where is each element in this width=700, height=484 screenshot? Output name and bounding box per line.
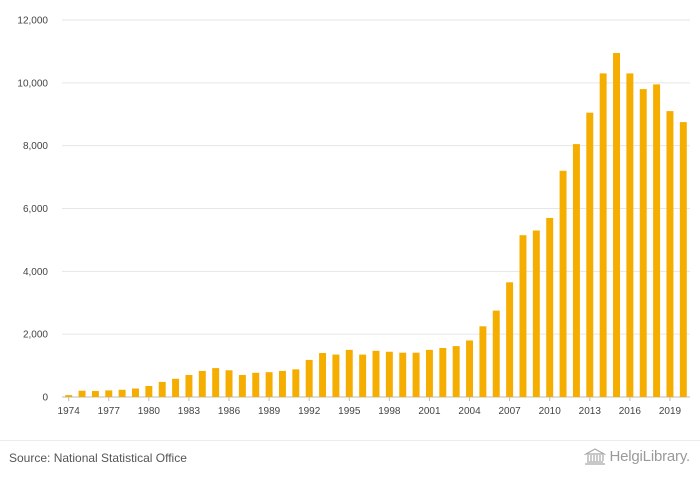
x-tick-label: 1995 xyxy=(338,406,361,417)
bar-2003[interactable] xyxy=(452,346,460,397)
bar-2010[interactable] xyxy=(546,217,554,397)
bars xyxy=(65,52,687,398)
bar-2002[interactable] xyxy=(439,347,447,397)
bar-2006[interactable] xyxy=(492,310,500,397)
bar-1996[interactable] xyxy=(359,354,367,397)
bar-2013[interactable] xyxy=(586,112,594,397)
bar-2008[interactable] xyxy=(519,235,527,397)
y-axis-labels: 0 2,000 4,000 6,000 8,000 10,000 12,000 xyxy=(17,16,48,404)
x-tick-label: 2001 xyxy=(418,406,441,417)
source-note: Source: National Statistical Office xyxy=(9,451,187,465)
bar-2020[interactable] xyxy=(679,122,687,398)
bar-2007[interactable] xyxy=(506,282,514,397)
x-tick-label: 1974 xyxy=(58,406,81,417)
bar-1992[interactable] xyxy=(305,359,313,397)
x-tick-label: 1986 xyxy=(218,406,241,417)
bar-2005[interactable] xyxy=(479,326,487,397)
bar-2009[interactable] xyxy=(532,230,540,397)
bar-1976[interactable] xyxy=(91,391,99,397)
y-tick-label: 12,000 xyxy=(17,16,48,27)
x-tick-label: 2019 xyxy=(659,406,682,417)
bar-1982[interactable] xyxy=(172,378,180,397)
x-axis-labels: 1974 1977 1980 1983 1986 1989 1992 1995 1998 2001… xyxy=(58,397,682,417)
bar-1985[interactable] xyxy=(212,368,220,397)
bar-2015[interactable] xyxy=(613,52,620,398)
bar-2017[interactable] xyxy=(639,89,647,397)
helgi-library-logo[interactable]: HelgiLibrary. xyxy=(583,447,691,465)
bar-1978[interactable] xyxy=(118,389,126,397)
x-tick-label: 1992 xyxy=(298,406,321,417)
bar-1998[interactable] xyxy=(385,351,393,397)
x-tick-label: 1980 xyxy=(138,406,161,417)
bar-1987[interactable] xyxy=(238,375,246,397)
x-tick-label: 2007 xyxy=(498,406,521,417)
y-tick-label: 8,000 xyxy=(23,141,48,152)
x-tick-label: 2010 xyxy=(539,406,562,417)
y-tick-label: 4,000 xyxy=(23,267,48,278)
bar-1988[interactable] xyxy=(252,372,260,397)
bar-1999[interactable] xyxy=(399,352,407,397)
bar-1990[interactable] xyxy=(278,370,286,397)
bar-1997[interactable] xyxy=(372,350,380,397)
bar-1981[interactable] xyxy=(158,381,166,397)
bar-1983[interactable] xyxy=(185,375,193,397)
y-tick-label: 6,000 xyxy=(23,204,48,215)
bar-2014[interactable] xyxy=(599,73,607,398)
bar-1986[interactable] xyxy=(225,370,233,397)
x-tick-label: 2013 xyxy=(579,406,602,417)
brand-name: HelgiLibrary. xyxy=(609,447,691,465)
bar-1991[interactable] xyxy=(292,369,300,397)
bar-1979[interactable] xyxy=(132,388,139,397)
bar-2012[interactable] xyxy=(572,144,580,397)
bar-2004[interactable] xyxy=(466,340,474,397)
bar-2001[interactable] xyxy=(425,349,433,397)
y-tick-label: 2,000 xyxy=(23,330,48,341)
footer: Source: National Statistical Office Helg… xyxy=(0,440,700,484)
bar-1989[interactable] xyxy=(265,372,273,397)
x-tick-label: 1989 xyxy=(258,406,281,417)
y-tick-label: 0 xyxy=(42,393,48,404)
bar-1977[interactable] xyxy=(105,390,113,397)
library-building-icon xyxy=(583,448,606,465)
gridlines xyxy=(62,19,690,398)
bar-1993[interactable] xyxy=(319,353,327,397)
bar-2019[interactable] xyxy=(666,111,674,397)
bar-2000[interactable] xyxy=(412,352,420,397)
bar-1994[interactable] xyxy=(332,354,340,397)
bar-1995[interactable] xyxy=(345,349,353,397)
bar-2018[interactable] xyxy=(653,84,661,397)
bar-2016[interactable] xyxy=(626,73,634,398)
bar-2011[interactable] xyxy=(559,170,567,397)
x-tick-label: 2016 xyxy=(619,406,642,417)
bar-1975[interactable] xyxy=(78,390,86,397)
bar-1974[interactable] xyxy=(65,395,73,397)
bar-1984[interactable] xyxy=(198,370,206,397)
bar-1980[interactable] xyxy=(145,386,153,397)
x-tick-label: 1983 xyxy=(178,406,201,417)
y-tick-label: 10,000 xyxy=(17,78,48,89)
x-tick-label: 1977 xyxy=(98,406,121,417)
x-tick-label: 1998 xyxy=(378,406,401,417)
x-tick-label: 2004 xyxy=(458,406,481,417)
